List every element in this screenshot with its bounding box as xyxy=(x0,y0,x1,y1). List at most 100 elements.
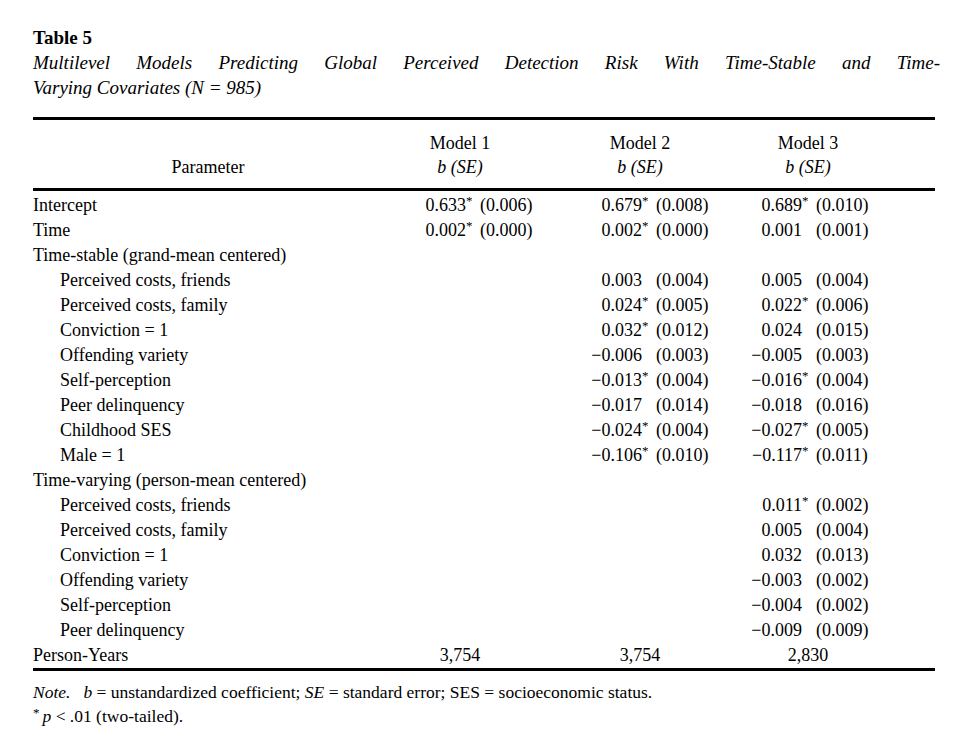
cell-model2 xyxy=(567,618,743,643)
standard-error: (0.004) xyxy=(816,268,873,293)
standard-error: (0.000) xyxy=(480,218,537,243)
coefficient-value: 0.003 xyxy=(602,268,643,293)
significance-asterisk xyxy=(642,538,652,563)
standard-error xyxy=(480,443,537,468)
significance-asterisk: * xyxy=(466,188,476,213)
significance-asterisk xyxy=(802,388,812,413)
cell-model2: 0.002 * (0.000) xyxy=(567,218,743,243)
cell-model3: −0.117 * (0.011) xyxy=(743,443,935,468)
column-header-parameter: Parameter xyxy=(33,131,383,179)
significance-asterisk xyxy=(642,613,652,638)
significance-asterisk xyxy=(802,313,812,338)
row-label: Peer delinquency xyxy=(33,618,383,643)
cell-model2: 0.024 * (0.005) xyxy=(567,293,743,318)
standard-error: (0.004) xyxy=(656,368,713,393)
standard-error xyxy=(480,418,537,443)
significance-asterisk xyxy=(802,588,812,613)
table-row: Offending variety −0.006 (0.003) −0.005 … xyxy=(33,343,935,368)
standard-error: (0.002) xyxy=(816,568,873,593)
coefficient-value: 0.689 xyxy=(762,193,803,218)
significance-asterisk xyxy=(466,338,476,363)
cell-model2 xyxy=(567,593,743,618)
cell-model3: 0.689 * (0.010) xyxy=(743,193,935,218)
coefficient-value: −0.017 xyxy=(591,393,642,418)
table-row: Time-stable (grand-mean centered) xyxy=(33,243,935,268)
coefficient-value: 0.002 xyxy=(602,218,643,243)
significance-asterisk xyxy=(642,463,652,488)
standard-error: (0.002) xyxy=(816,593,873,618)
significance-asterisk xyxy=(466,613,476,638)
standard-error xyxy=(480,543,537,568)
p-symbol: p xyxy=(43,706,52,726)
cell-model3 xyxy=(743,243,935,268)
table-row: Time-varying (person-mean centered) xyxy=(33,468,935,493)
row-label: Time-varying (person-mean centered) xyxy=(33,468,383,493)
significance-asterisk: * xyxy=(642,213,652,238)
row-label: Conviction = 1 xyxy=(33,318,383,343)
standard-error: (0.015) xyxy=(816,318,873,343)
standard-error xyxy=(656,593,713,618)
table-header: Parameter Model 1 b (SE) Model 2 b (SE) … xyxy=(33,120,935,188)
paper-page: Table 5 Multilevel Models Predicting Glo… xyxy=(33,26,940,730)
row-label: Time-stable (grand-mean centered) xyxy=(33,243,383,268)
row-label: Perceived costs, family xyxy=(33,518,383,543)
significance-asterisk xyxy=(466,388,476,413)
table-row: Peer delinquency −0.017 (0.014) −0.018 (… xyxy=(33,393,935,418)
cell-model2: −0.106 * (0.010) xyxy=(567,443,743,468)
table-row: Perceived costs, friends 0.003 (0.004) 0… xyxy=(33,268,935,293)
significance-asterisk: * xyxy=(642,363,652,388)
standard-error xyxy=(480,393,537,418)
cell-model3: −0.027 * (0.005) xyxy=(743,418,935,443)
row-label: Perceived costs, friends xyxy=(33,268,383,293)
coefficient-value: 0.005 xyxy=(762,518,803,543)
standard-error xyxy=(480,318,537,343)
standard-error xyxy=(656,568,713,593)
standard-error: (0.000) xyxy=(656,218,713,243)
standard-error: (0.002) xyxy=(816,493,873,518)
table-row: Peer delinquency −0.009 (0.009) xyxy=(33,618,935,643)
significance-asterisk: * xyxy=(33,701,40,725)
cell-model3: −0.009 (0.009) xyxy=(743,618,935,643)
standard-error xyxy=(480,243,537,268)
table-row: Person-Years 3,754 3,754 2,830 xyxy=(33,643,935,668)
note-line2-significance: *p < .01 (two-tailed). xyxy=(33,704,940,730)
table-row: Perceived costs, friends 0.011 * (0.002) xyxy=(33,493,935,518)
standard-error xyxy=(480,593,537,618)
coefficient-value: 0.005 xyxy=(762,268,803,293)
cell-model3: 0.005 (0.004) xyxy=(743,518,935,543)
significance-asterisk xyxy=(802,213,812,238)
coefficient-value: −0.106 xyxy=(591,443,642,468)
table-subtitle: Multilevel Models Predicting Global Perc… xyxy=(33,50,940,100)
standard-error: (0.006) xyxy=(480,193,537,218)
standard-error: (0.013) xyxy=(816,543,873,568)
standard-error xyxy=(656,543,713,568)
significance-asterisk: * xyxy=(642,288,652,313)
standard-error: (0.012) xyxy=(656,318,713,343)
note-se-definition: = standard error; SES = socioeconomic st… xyxy=(324,682,652,702)
standard-error xyxy=(816,243,873,268)
coefficient-value: 0.032 xyxy=(762,543,803,568)
significance-asterisk xyxy=(802,238,812,263)
standard-error xyxy=(480,293,537,318)
row-label: Self-perception xyxy=(33,593,383,618)
row-label: Intercept xyxy=(33,193,383,218)
coefficient-value: 0.024 xyxy=(602,293,643,318)
significance-asterisk xyxy=(642,338,652,363)
standard-error xyxy=(480,518,537,543)
standard-error: (0.005) xyxy=(816,418,873,443)
significance-asterisk xyxy=(642,563,652,588)
significance-asterisk xyxy=(802,613,812,638)
cell-model2: −0.017 (0.014) xyxy=(567,393,743,418)
significance-asterisk xyxy=(466,438,476,463)
cell-model3: 2,830 xyxy=(743,643,935,668)
cell-model3: 0.022 * (0.006) xyxy=(743,293,935,318)
coefficient-value: −0.013 xyxy=(591,368,642,393)
significance-asterisk xyxy=(466,488,476,513)
coefficient-value: −0.004 xyxy=(751,593,802,618)
standard-error: (0.004) xyxy=(656,418,713,443)
standard-error: (0.010) xyxy=(816,193,873,218)
cell-model3: −0.004 (0.002) xyxy=(743,593,935,618)
standard-error: (0.003) xyxy=(656,343,713,368)
standard-error: (0.014) xyxy=(656,393,713,418)
significance-asterisk: * xyxy=(642,438,652,463)
